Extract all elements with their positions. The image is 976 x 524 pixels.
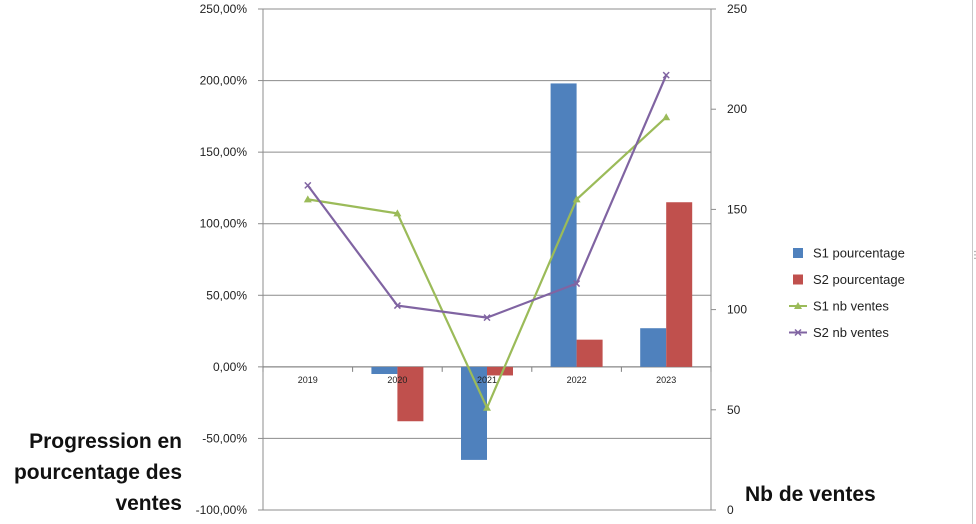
category-label: 2023 bbox=[656, 375, 676, 385]
line-s1-nb-ventes bbox=[307, 116, 667, 411]
marker-s1-nb-ventes bbox=[662, 113, 671, 121]
legend-marker-s2-nb-ventes bbox=[794, 328, 802, 337]
left-tick-label: 100,00% bbox=[200, 217, 248, 231]
left-tick-label: 250,00% bbox=[200, 2, 248, 16]
left-axis-title: Progression en pourcentage des ventes bbox=[0, 426, 182, 519]
bar-s1-pourcentage bbox=[640, 328, 667, 367]
left-axis-title-line-3: ventes bbox=[115, 492, 182, 515]
left-axis-title-line-2: pourcentage des bbox=[13, 461, 182, 484]
bar-s1-pourcentage bbox=[550, 83, 577, 367]
legend-label-s1-nb-ventes: S1 nb ventes bbox=[813, 299, 889, 314]
left-tick-label: 50,00% bbox=[206, 288, 247, 302]
legend-swatch-s2-pourcentage bbox=[793, 274, 803, 285]
line-s2-nb-ventes bbox=[306, 74, 668, 319]
bar-s2-pourcentage bbox=[397, 366, 424, 422]
marker-s2-nb-ventes bbox=[304, 181, 312, 189]
window-edge bbox=[972, 0, 973, 524]
marker-s2-nb-ventes bbox=[483, 314, 491, 322]
bar-s1-pourcentage bbox=[461, 366, 487, 460]
left-tick-label: 0,00% bbox=[213, 360, 247, 374]
category-label: 2019 bbox=[298, 375, 318, 385]
right-axis-title: Nb de ventes bbox=[745, 483, 876, 506]
marker-s1-nb-ventes bbox=[393, 209, 402, 217]
legend-swatch-s1-pourcentage bbox=[793, 248, 803, 258]
category-label: 2021 bbox=[477, 375, 497, 385]
resize-grip-icon[interactable]: ⋮ bbox=[970, 250, 976, 261]
category-label: 2020 bbox=[387, 375, 407, 385]
right-tick-label: 250 bbox=[727, 2, 747, 16]
left-tick-label: -100,00% bbox=[196, 503, 248, 517]
marker-s1-nb-ventes bbox=[572, 195, 581, 203]
right-tick-label: 0 bbox=[727, 503, 734, 517]
right-tick-label: 50 bbox=[727, 403, 741, 417]
left-tick-label: -50,00% bbox=[202, 431, 247, 445]
right-tick-label: 100 bbox=[727, 303, 747, 317]
marker-s2-nb-ventes bbox=[662, 71, 670, 79]
marker-s2-nb-ventes bbox=[573, 280, 581, 288]
left-tick-label: 200,00% bbox=[200, 74, 248, 88]
bar-s2-pourcentage bbox=[487, 366, 513, 376]
legend-label-s2-nb-ventes: S2 nb ventes bbox=[813, 325, 889, 340]
left-axis-title-line-1: Progression en bbox=[29, 430, 182, 453]
bar-s2-pourcentage bbox=[666, 202, 693, 367]
marker-s2-nb-ventes bbox=[393, 302, 401, 310]
marker-s1-nb-ventes bbox=[483, 403, 491, 411]
legend-marker-s1-nb-ventes bbox=[794, 302, 802, 309]
legend-label-s2-pourcentage: S2 pourcentage bbox=[813, 272, 905, 287]
category-label: 2022 bbox=[567, 375, 587, 385]
legend-label-s1-pourcentage: S1 pourcentage bbox=[813, 246, 905, 261]
bar-s2-pourcentage bbox=[576, 339, 603, 367]
right-tick-label: 200 bbox=[727, 102, 747, 116]
left-tick-label: 150,00% bbox=[200, 145, 248, 159]
bar-s1-pourcentage bbox=[371, 366, 398, 375]
right-tick-label: 150 bbox=[727, 202, 747, 216]
marker-s1-nb-ventes bbox=[303, 195, 312, 203]
